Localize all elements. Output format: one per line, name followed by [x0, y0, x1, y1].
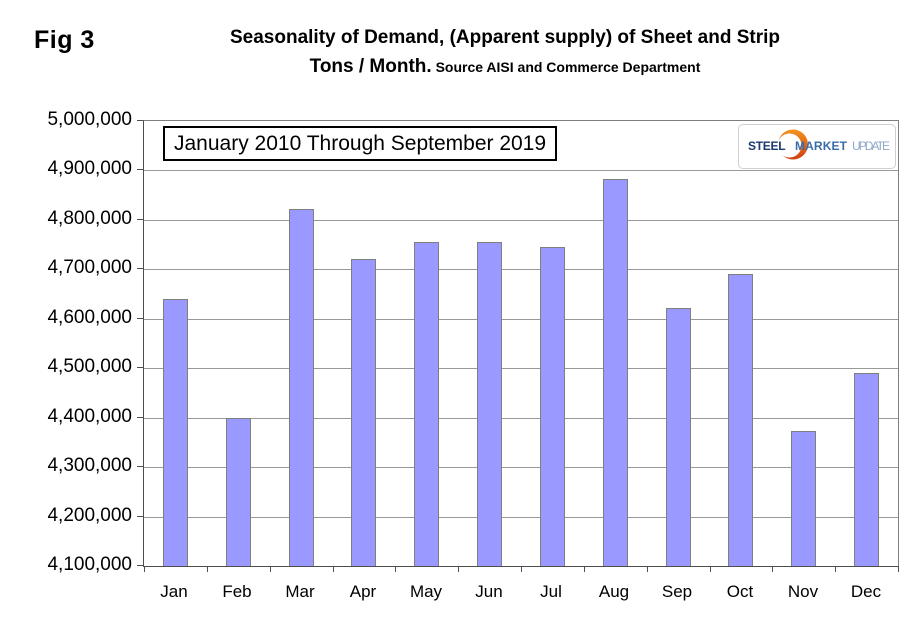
- x-tick-label: Jun: [475, 582, 503, 601]
- gridline: [144, 418, 898, 419]
- bar-sep: [666, 308, 691, 566]
- y-tick-label: 4,200,000: [47, 505, 132, 526]
- chart-title-line2: Tons / Month. Source AISI and Commerce D…: [110, 53, 900, 82]
- bar-jul: [540, 247, 565, 566]
- y-tick-label: 4,900,000: [47, 158, 132, 179]
- x-tick-mark: [207, 566, 208, 572]
- x-tick-mark: [144, 566, 145, 572]
- y-tick-mark: [137, 219, 144, 220]
- x-tick-mark: [521, 566, 522, 572]
- y-tick-label: 4,600,000: [47, 307, 132, 328]
- x-tick-mark: [835, 566, 836, 572]
- smu-logo: STEEL MARKET UPDATE: [738, 124, 896, 169]
- chart-title: Seasonality of Demand, (Apparent supply)…: [110, 24, 900, 81]
- x-tick-label: Aug: [598, 582, 630, 601]
- gridline: [144, 319, 898, 320]
- x-tick-mark: [772, 566, 773, 572]
- smu-logo-text-update: UPDATE: [852, 139, 890, 153]
- plot-area: January 2010 Through September 2019 STEE…: [143, 120, 899, 572]
- bar-feb: [226, 418, 251, 566]
- y-tick-label: 4,700,000: [47, 257, 132, 278]
- gridline: [144, 368, 898, 369]
- bar-may: [414, 242, 439, 566]
- x-tick-label: Jan: [160, 582, 188, 601]
- y-tick-label: 4,500,000: [47, 356, 132, 377]
- smu-logo-text-market: MARKET: [795, 139, 848, 153]
- y-tick-mark: [137, 417, 144, 418]
- gridline: [144, 220, 898, 221]
- x-tick-mark: [270, 566, 271, 572]
- chart-title-line1: Seasonality of Demand, (Apparent supply)…: [229, 27, 781, 48]
- chart-title-source: Source AISI and Commerce Department: [431, 58, 701, 75]
- x-tick-label: Nov: [787, 582, 819, 601]
- chart-title-line2-main: Tons / Month.: [309, 55, 432, 77]
- y-tick-mark: [137, 367, 144, 368]
- y-tick-label: 4,300,000: [47, 455, 132, 476]
- bar-jun: [477, 242, 502, 566]
- bar-dec: [854, 373, 879, 566]
- x-tick-label: May: [409, 582, 443, 601]
- bar-apr: [351, 259, 376, 566]
- x-tick-label: Apr: [349, 582, 377, 601]
- bar-jan: [163, 299, 188, 566]
- y-tick-mark: [137, 466, 144, 467]
- y-tick-mark: [137, 120, 144, 121]
- smu-logo-text-steel: STEEL: [748, 139, 786, 153]
- x-tick-mark: [647, 566, 648, 572]
- y-tick-mark: [137, 516, 144, 517]
- x-tick-label: Dec: [850, 582, 882, 601]
- x-tick-mark: [395, 566, 396, 572]
- bar-mar: [289, 209, 314, 566]
- x-tick-label: Sep: [661, 582, 693, 601]
- x-tick-label: Jul: [540, 582, 562, 601]
- y-tick-label: 5,000,000: [47, 109, 132, 130]
- x-tick-mark: [333, 566, 334, 572]
- annotation-box: January 2010 Through September 2019: [163, 126, 558, 161]
- x-tick-mark: [458, 566, 459, 572]
- annotation-text: January 2010 Through September 2019: [174, 132, 547, 155]
- bar-aug: [603, 179, 628, 566]
- x-tick-label: Oct: [726, 582, 754, 601]
- bar-oct: [728, 274, 753, 566]
- figure-label: Fig 3: [34, 26, 95, 54]
- y-tick-label: 4,800,000: [47, 208, 132, 229]
- x-tick-label: Feb: [222, 582, 252, 601]
- x-tick-mark: [710, 566, 711, 572]
- x-tick-mark: [584, 566, 585, 572]
- y-tick-label: 4,100,000: [47, 554, 132, 575]
- smu-logo-crescent-icon: [777, 129, 808, 160]
- smu-logo-graphic: STEEL MARKET UPDATE: [748, 129, 890, 160]
- gridline: [144, 467, 898, 468]
- gridline: [144, 517, 898, 518]
- gridline: [144, 170, 898, 171]
- x-tick-label: Mar: [285, 582, 315, 601]
- y-tick-mark: [137, 565, 144, 566]
- x-tick-mark: [898, 566, 899, 572]
- y-tick-mark: [137, 169, 144, 170]
- y-tick-mark: [137, 318, 144, 319]
- gridline: [144, 269, 898, 270]
- bar-nov: [791, 431, 816, 566]
- y-tick-label: 4,400,000: [47, 406, 132, 427]
- y-tick-mark: [137, 268, 144, 269]
